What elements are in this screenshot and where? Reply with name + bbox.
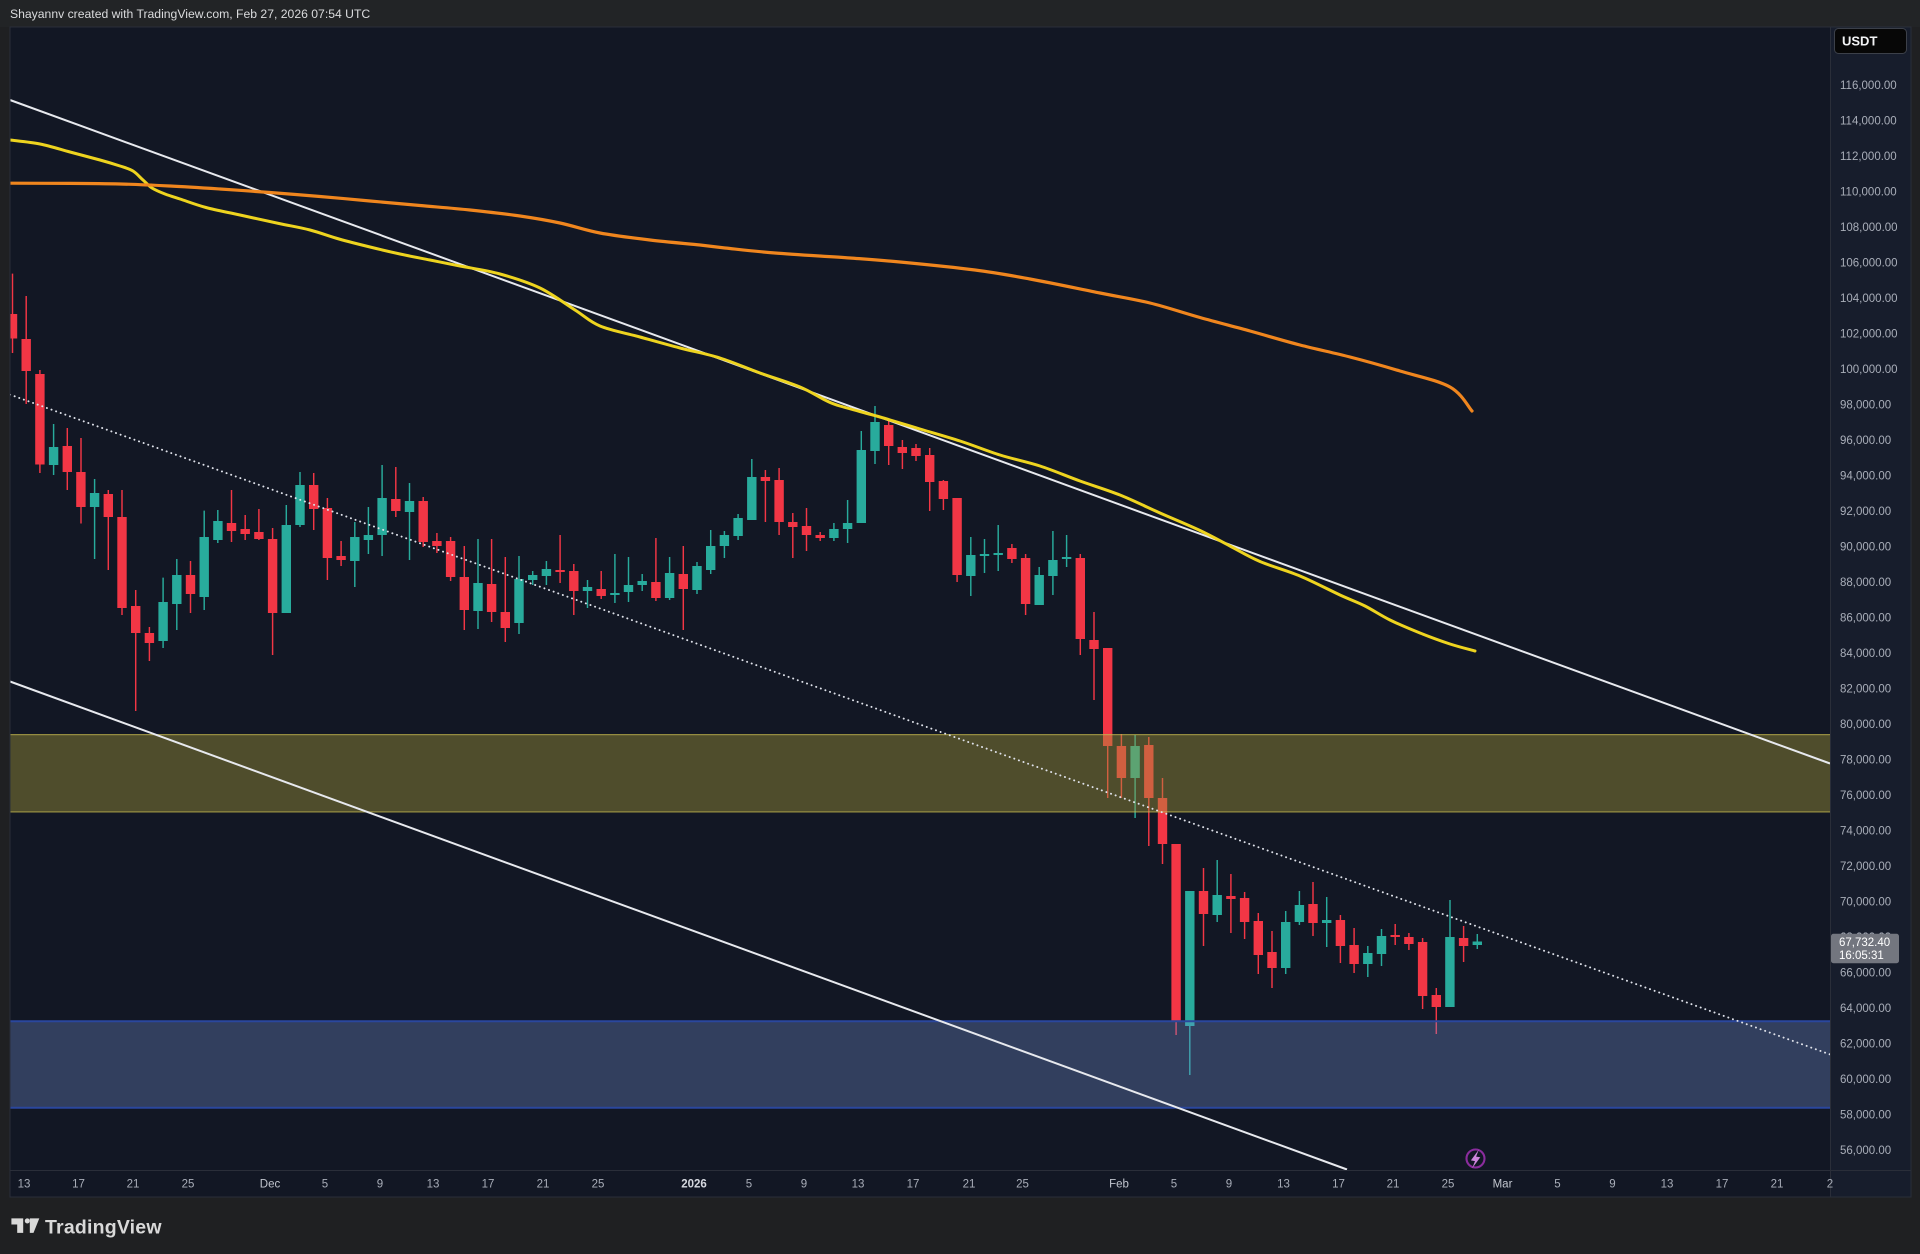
svg-text:98,000.00: 98,000.00 — [1840, 400, 1891, 412]
svg-text:60,000.00: 60,000.00 — [1840, 1074, 1891, 1086]
svg-text:21: 21 — [1771, 1179, 1784, 1191]
svg-text:108,000.00: 108,000.00 — [1840, 222, 1898, 234]
svg-text:5: 5 — [1171, 1179, 1177, 1191]
svg-text:13: 13 — [18, 1179, 31, 1191]
svg-text:USDT: USDT — [1842, 34, 1877, 49]
svg-text:5: 5 — [746, 1179, 752, 1191]
svg-text:90,000.00: 90,000.00 — [1840, 542, 1891, 554]
svg-text:9: 9 — [1226, 1179, 1232, 1191]
svg-text:13: 13 — [1277, 1179, 1290, 1191]
svg-text:16:05:31: 16:05:31 — [1839, 950, 1884, 962]
svg-text:88,000.00: 88,000.00 — [1840, 577, 1891, 589]
svg-text:9: 9 — [801, 1179, 807, 1191]
svg-text:56,000.00: 56,000.00 — [1840, 1145, 1891, 1157]
svg-text:106,000.00: 106,000.00 — [1840, 258, 1898, 270]
svg-text:Feb: Feb — [1109, 1179, 1129, 1191]
svg-text:17: 17 — [907, 1179, 920, 1191]
svg-text:TradingView: TradingView — [45, 1217, 162, 1239]
svg-text:2026: 2026 — [681, 1179, 707, 1191]
svg-text:21: 21 — [1387, 1179, 1400, 1191]
svg-text:70,000.00: 70,000.00 — [1840, 897, 1891, 909]
svg-text:Dec: Dec — [260, 1179, 281, 1191]
svg-text:17: 17 — [1716, 1179, 1729, 1191]
svg-text:114,000.00: 114,000.00 — [1840, 116, 1897, 128]
svg-text:74,000.00: 74,000.00 — [1840, 826, 1891, 838]
svg-text:66,000.00: 66,000.00 — [1840, 968, 1891, 980]
svg-text:9: 9 — [377, 1179, 383, 1191]
svg-text:116,000.00: 116,000.00 — [1840, 80, 1897, 92]
svg-text:72,000.00: 72,000.00 — [1840, 861, 1891, 873]
svg-text:2: 2 — [1827, 1179, 1833, 1191]
svg-text:94,000.00: 94,000.00 — [1840, 471, 1891, 483]
svg-text:13: 13 — [852, 1179, 865, 1191]
svg-text:58,000.00: 58,000.00 — [1840, 1110, 1891, 1122]
svg-text:25: 25 — [182, 1179, 195, 1191]
svg-text:100,000.00: 100,000.00 — [1840, 364, 1898, 376]
svg-text:80,000.00: 80,000.00 — [1840, 719, 1891, 731]
svg-text:110,000.00: 110,000.00 — [1840, 187, 1897, 199]
svg-text:13: 13 — [1661, 1179, 1674, 1191]
svg-text:67,732.40: 67,732.40 — [1839, 937, 1890, 949]
svg-text:Mar: Mar — [1493, 1179, 1513, 1191]
svg-text:21: 21 — [963, 1179, 976, 1191]
svg-text:17: 17 — [1332, 1179, 1345, 1191]
svg-text:64,000.00: 64,000.00 — [1840, 1003, 1891, 1015]
svg-text:84,000.00: 84,000.00 — [1840, 648, 1891, 660]
svg-text:25: 25 — [1442, 1179, 1455, 1191]
svg-text:5: 5 — [322, 1179, 328, 1191]
svg-text:112,000.00: 112,000.00 — [1840, 151, 1897, 163]
svg-text:13: 13 — [427, 1179, 440, 1191]
svg-text:76,000.00: 76,000.00 — [1840, 790, 1891, 802]
svg-text:62,000.00: 62,000.00 — [1840, 1039, 1891, 1051]
svg-text:25: 25 — [592, 1179, 605, 1191]
svg-text:17: 17 — [482, 1179, 495, 1191]
svg-text:78,000.00: 78,000.00 — [1840, 755, 1891, 767]
svg-text:104,000.00: 104,000.00 — [1840, 293, 1898, 305]
svg-text:82,000.00: 82,000.00 — [1840, 684, 1891, 696]
svg-text:86,000.00: 86,000.00 — [1840, 613, 1891, 625]
svg-text:96,000.00: 96,000.00 — [1840, 435, 1891, 447]
svg-text:25: 25 — [1016, 1179, 1029, 1191]
svg-text:102,000.00: 102,000.00 — [1840, 329, 1898, 341]
svg-text:9: 9 — [1609, 1179, 1615, 1191]
svg-text:5: 5 — [1554, 1179, 1560, 1191]
svg-text:21: 21 — [127, 1179, 140, 1191]
svg-text:17: 17 — [72, 1179, 85, 1191]
svg-text:21: 21 — [537, 1179, 550, 1191]
svg-text:92,000.00: 92,000.00 — [1840, 506, 1891, 518]
